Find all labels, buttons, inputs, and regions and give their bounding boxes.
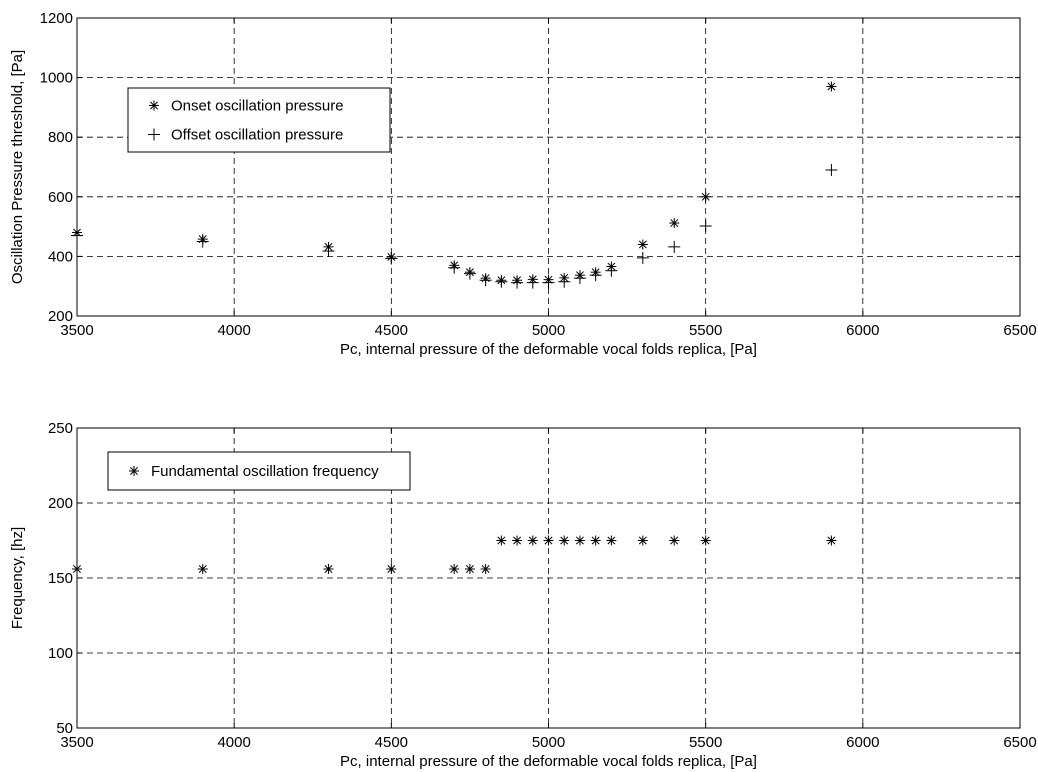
data-point — [323, 564, 334, 574]
data-point — [449, 564, 460, 574]
y-tick-label: 50 — [56, 720, 73, 737]
data-point — [527, 535, 538, 546]
data-point — [636, 251, 649, 264]
x-tick-label: 5000 — [532, 734, 565, 751]
x-tick-label: 6500 — [1003, 322, 1036, 339]
data-point — [573, 272, 586, 285]
data-point — [526, 276, 539, 289]
frequency-chart: 3500 4000 4500 5000 5500 6000 6500 50 100 150 200 2… — [9, 420, 1037, 770]
legend-label: Offset oscillation pressure — [171, 127, 343, 144]
data-point — [197, 564, 208, 574]
y-tick-label: 400 — [48, 248, 73, 265]
data-point — [385, 252, 398, 265]
data-point — [606, 535, 617, 546]
x-tick-label: 5500 — [689, 734, 722, 751]
data-point — [669, 535, 680, 546]
pressure-threshold-chart: 3500 4000 4500 5000 5500 6000 6500 200 400 600 800… — [9, 10, 1037, 358]
data-point — [543, 535, 554, 546]
data-point — [700, 191, 711, 202]
x-tick-label: 6000 — [846, 322, 879, 339]
legend-label: Onset oscillation pressure — [171, 98, 344, 115]
y-tick-label: 600 — [48, 189, 73, 206]
series-2 — [71, 163, 838, 289]
data-point — [480, 564, 491, 574]
legend-label: Fundamental oscillation frequency — [151, 463, 379, 480]
x-axis-label: Pc, internal pressure of the deformable … — [340, 753, 757, 770]
plot-area — [77, 18, 1020, 316]
x-tick-label: 3500 — [60, 322, 93, 339]
legend: Onset oscillation pressure Offset oscilla… — [127, 87, 391, 153]
x-axis-label: Pc, internal pressure of the deformable … — [340, 341, 757, 358]
data-point — [512, 535, 523, 546]
x-tick-label: 4500 — [375, 734, 408, 751]
y-tick-label: 250 — [48, 420, 73, 437]
grid — [77, 18, 1020, 316]
data-point — [448, 261, 461, 274]
data-point — [479, 274, 492, 287]
data-point — [511, 276, 524, 289]
data-point — [574, 535, 585, 546]
x-tick-label: 5500 — [689, 322, 722, 339]
data-point — [196, 235, 209, 248]
data-point — [464, 564, 475, 574]
legend-marker — [148, 128, 160, 141]
data-point — [699, 220, 712, 233]
data-point — [322, 245, 335, 258]
legend: Fundamental oscillation frequency — [107, 451, 411, 491]
data-point — [559, 535, 570, 546]
data-point — [826, 81, 837, 92]
legend-marker — [129, 466, 139, 476]
data-point — [542, 276, 555, 289]
data-point — [72, 564, 82, 574]
data-point — [825, 163, 838, 176]
x-tick-label: 3500 — [60, 734, 93, 751]
y-tick-label: 800 — [48, 129, 73, 146]
series-1 — [72, 535, 837, 574]
data-point — [386, 564, 397, 574]
data-point — [700, 535, 711, 546]
data-point — [590, 535, 601, 546]
x-tick-label: 4000 — [217, 322, 250, 339]
data-point — [605, 264, 618, 277]
legend-marker — [149, 100, 159, 111]
x-tick-label: 6500 — [1003, 734, 1036, 751]
data-point — [637, 535, 648, 546]
legend-box — [107, 451, 411, 491]
y-tick-label: 150 — [48, 570, 73, 587]
data-point — [669, 218, 680, 229]
y-axis-label: Oscillation Pressure threshold, [Pa] — [9, 50, 26, 284]
y-tick-label: 200 — [48, 308, 73, 325]
data-point — [826, 535, 837, 546]
y-tick-label: 200 — [48, 495, 73, 512]
x-tick-label: 4000 — [217, 734, 250, 751]
x-tick-label: 6000 — [846, 734, 879, 751]
data-point — [463, 267, 476, 280]
data-point — [558, 275, 571, 288]
y-tick-label: 1000 — [40, 70, 73, 87]
y-axis-label: Frequency, [hz] — [9, 527, 26, 629]
x-tick-label: 5000 — [532, 322, 565, 339]
data-point — [71, 229, 83, 242]
y-tick-label: 1200 — [40, 10, 73, 27]
data-point — [637, 239, 648, 250]
legend-box — [127, 87, 391, 153]
data-point — [668, 240, 681, 253]
x-tick-label: 4500 — [375, 322, 408, 339]
data-point — [496, 535, 507, 546]
y-tick-label: 100 — [48, 645, 73, 662]
data-point — [589, 269, 602, 282]
data-point — [495, 275, 508, 288]
